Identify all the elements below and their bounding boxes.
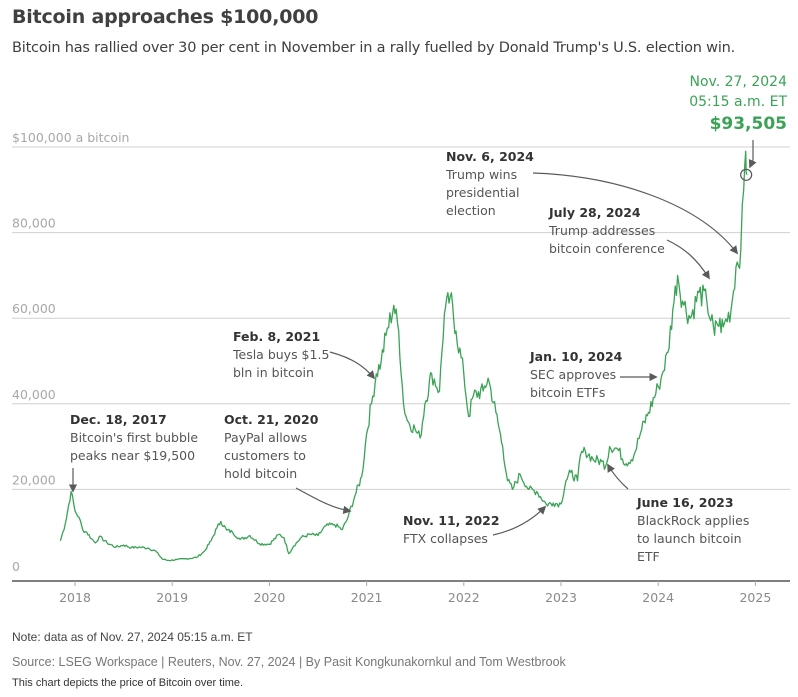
latest-date: Nov. 27, 2024 <box>690 74 788 90</box>
annotation-text: customers to <box>224 448 306 463</box>
annotation: Nov. 6, 2024 Trump wins presidential electi… <box>445 149 739 255</box>
annotation-date: Nov. 11, 2022 <box>403 513 500 528</box>
annotation: Oct. 21, 2020 PayPal allows customers to ho… <box>224 412 352 515</box>
x-tick-label: 2020 <box>253 590 285 605</box>
annotation-arrow <box>329 351 376 380</box>
annotation-text: Trump addresses <box>548 223 655 238</box>
footnote: Note: data as of Nov. 27, 2024 05:15 a.m… <box>12 630 253 644</box>
y-tick-label: 0 <box>12 559 20 574</box>
x-tick-label: 2018 <box>59 590 91 605</box>
annotation: Jan. 10, 2024 SEC approves bitcoin ETFs <box>529 349 658 400</box>
source-line: Source: LSEG Workspace | Reuters, Nov. 2… <box>12 655 566 669</box>
chart-title: Bitcoin approaches $100,000 <box>12 6 319 28</box>
annotation-date: Feb. 8, 2021 <box>233 329 320 344</box>
annotation-date: Nov. 6, 2024 <box>446 149 534 164</box>
series-layer <box>59 150 748 562</box>
annotation-arrow <box>295 487 352 515</box>
annotation: Dec. 18, 2017 Bitcoin's first bubble peaks… <box>68 412 198 493</box>
annotation-text: Trump wins <box>445 167 517 182</box>
annotation-text: election <box>446 203 496 218</box>
x-axis: 2018 2019 2020 2021 2022 2023 2024 2025 <box>59 581 771 605</box>
grid-lines <box>12 146 790 582</box>
annotation-date: July 28, 2024 <box>548 205 641 220</box>
y-tick-label: 20,000 <box>12 472 56 487</box>
x-tick-label: 2023 <box>545 590 577 605</box>
annotation: Feb. 8, 2021 Tesla buys $1.5 bln in bitcoi… <box>232 329 376 380</box>
annotation-text: Tesla buys $1.5 <box>232 347 329 362</box>
annotation-text: bln in bitcoin <box>233 365 314 380</box>
annotation-date: Jan. 10, 2024 <box>529 349 623 364</box>
annotation-text: to launch bitcoin <box>637 531 742 546</box>
annotation-text: PayPal allows <box>224 430 307 445</box>
annotation-arrow <box>607 463 629 490</box>
x-tick-label: 2021 <box>351 590 383 605</box>
annotation: Nov. 11, 2022 FTX collapses <box>403 505 547 546</box>
price-chart: 0 20,000 40,000 60,000 80,000 $100,000 a bitc… <box>12 74 790 605</box>
annotation-text: bitcoin ETFs <box>530 385 605 400</box>
annotation-text: ETF <box>637 549 660 564</box>
annotation: July 28, 2024 Trump addresses bitcoin conf… <box>548 205 710 280</box>
latest-arrow <box>748 140 757 169</box>
annotation-arrow <box>492 505 547 536</box>
x-tick-label: 2025 <box>739 590 771 605</box>
x-tick-label: 2022 <box>448 590 480 605</box>
annotation-text: peaks near $19,500 <box>70 448 195 463</box>
y-tick-label: 40,000 <box>12 387 56 402</box>
annotation-arrow <box>532 172 739 255</box>
annotation: June 16, 2023 BlackRock applies to launch … <box>607 463 749 564</box>
annotation-date: June 16, 2023 <box>636 495 734 510</box>
annotations-layer: Dec. 18, 2017 Bitcoin's first bubble peaks… <box>68 149 749 564</box>
chart-subtitle: Bitcoin has rallied over 30 per cent in … <box>12 40 736 56</box>
y-tick-label: $100,000 a bitcoin <box>12 130 129 145</box>
y-tick-label: 80,000 <box>12 216 56 231</box>
x-tick-label: 2024 <box>642 590 674 605</box>
y-axis-labels: 0 20,000 40,000 60,000 80,000 $100,000 a bitc… <box>12 130 129 574</box>
latest-time: 05:15 a.m. ET <box>689 94 787 110</box>
latest-price-callout: Nov. 27, 2024 05:15 a.m. ET $93,505 <box>689 74 788 181</box>
y-tick-label: 60,000 <box>12 301 56 316</box>
annotation-date: Oct. 21, 2020 <box>224 412 319 427</box>
chart-description: This chart depicts the price of Bitcoin … <box>12 677 244 689</box>
latest-value: $93,505 <box>710 114 787 134</box>
annotation-date: Dec. 18, 2017 <box>70 412 167 427</box>
annotation-text: SEC approves <box>530 367 616 382</box>
x-tick-label: 2019 <box>156 590 188 605</box>
annotation-text: bitcoin conference <box>549 241 665 256</box>
series-line-0 <box>59 150 748 562</box>
annotation-text: FTX collapses <box>403 531 488 546</box>
annotation-arrow <box>666 239 710 280</box>
annotation-text: BlackRock applies <box>637 513 749 528</box>
latest-point-marker <box>740 168 753 181</box>
annotation-text: Bitcoin's first bubble <box>70 430 198 445</box>
annotation-text: presidential <box>446 185 520 200</box>
annotation-text: hold bitcoin <box>224 466 297 481</box>
